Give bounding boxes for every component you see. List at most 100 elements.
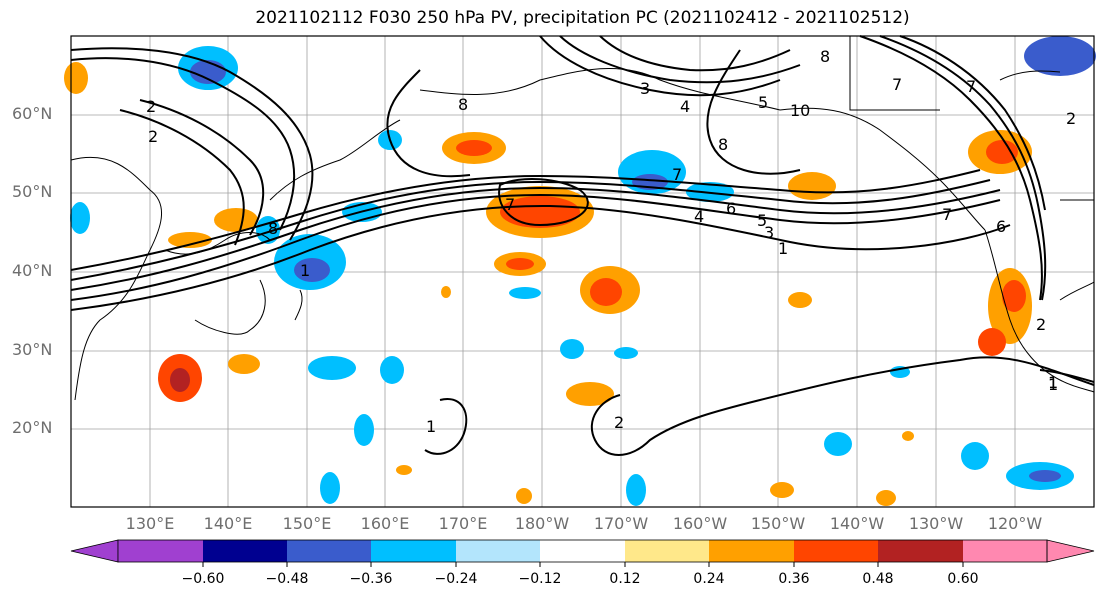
lon-label: 130°E xyxy=(125,514,175,533)
colorbar-segment xyxy=(878,540,963,562)
lat-label: 20°N xyxy=(12,418,53,437)
precip-pos-area xyxy=(902,431,914,441)
contour-label: 8 xyxy=(718,135,728,154)
colorbar-left-extension xyxy=(70,539,119,563)
lon-label: 140°E xyxy=(203,514,253,533)
precip-neg-area xyxy=(560,339,584,359)
precip-pos-area xyxy=(168,232,212,248)
precip-pos-area xyxy=(788,292,812,308)
colorbar-segment xyxy=(794,540,878,562)
precip-neg-area xyxy=(614,347,638,359)
contour-label: 7 xyxy=(505,195,515,214)
lon-label: 160°E xyxy=(360,514,410,533)
graticule xyxy=(71,36,1094,507)
colorbar-tick-label: −0.60 xyxy=(181,571,225,587)
colorbar-tick-label: 0.24 xyxy=(693,571,725,587)
contour-label: 2 xyxy=(146,97,156,116)
contour-labels: 2 2 8 8 3 4 5 10 8 7 7 7 4 6 5 3 1 1 1 2… xyxy=(146,47,1076,436)
contour-label: 1 xyxy=(1048,375,1058,394)
precip-neg-area xyxy=(380,356,404,384)
colorbar-segment xyxy=(371,540,456,562)
precip-neg-area xyxy=(320,472,340,504)
precip-pos-area xyxy=(396,465,412,475)
precip-pos-area xyxy=(770,482,794,498)
colorbar-segment xyxy=(963,540,1047,562)
precip-pos-area xyxy=(986,140,1018,164)
precip-neg-area xyxy=(308,356,356,380)
lon-label: 180°W xyxy=(514,514,570,533)
precip-pos-area xyxy=(228,354,260,374)
precip-neg-area xyxy=(190,60,226,84)
lon-label: 170°E xyxy=(438,514,488,533)
colorbar-segment xyxy=(287,540,371,562)
precip-neg-area xyxy=(256,216,280,244)
contour-label: 1 xyxy=(300,261,310,280)
lat-label: 40°N xyxy=(12,261,53,280)
colorbar-tick-label: −0.36 xyxy=(349,571,393,587)
precip-pos-area xyxy=(64,62,88,94)
precip-pos-area xyxy=(456,140,492,156)
contour-label: 1 xyxy=(778,239,788,258)
coastlines xyxy=(70,36,1095,401)
colorbar-segment xyxy=(540,540,625,562)
contour-label: 8 xyxy=(458,95,468,114)
contour-label: 2 xyxy=(1036,315,1046,334)
precip-neg-area xyxy=(1024,36,1096,76)
colorbar-segment xyxy=(625,540,709,562)
contour-label: 8 xyxy=(820,47,830,66)
contour-label: 2 xyxy=(614,413,624,432)
colorbar-segment xyxy=(456,540,540,562)
lon-label: 130°W xyxy=(908,514,964,533)
precip-pos-area xyxy=(1002,280,1026,312)
contour-label: 5 xyxy=(757,211,767,230)
colorbar-tick-label: 0.36 xyxy=(778,571,810,587)
precip-neg-area xyxy=(824,432,852,456)
figure-title: 2021102112 F030 250 hPa PV, precipitatio… xyxy=(255,8,910,28)
precip-pos-area xyxy=(788,172,836,200)
contour-label: 1 xyxy=(1048,373,1058,392)
colorbar-tick-label: −0.24 xyxy=(434,571,478,587)
contour-label: 3 xyxy=(640,79,650,98)
lat-label: 30°N xyxy=(12,340,53,359)
lat-label: 50°N xyxy=(12,182,53,201)
contour-label: 10 xyxy=(790,101,810,120)
colorbar-segment xyxy=(709,540,794,562)
precip-pos-area xyxy=(441,286,451,298)
precip-neg-area xyxy=(1029,470,1061,482)
lon-label: 160°W xyxy=(672,514,728,533)
contour-label: 7 xyxy=(942,205,952,224)
precip-neg-area xyxy=(626,474,646,506)
colorbar-tick-label: −0.48 xyxy=(265,571,309,587)
precip-pos-area xyxy=(214,208,258,232)
contour-label: 7 xyxy=(672,165,682,184)
precip-pos-area xyxy=(500,196,580,228)
map-frame xyxy=(70,35,1095,508)
contour-label: 4 xyxy=(680,97,690,116)
precip-pos-area xyxy=(170,368,190,392)
precip-neg-area xyxy=(961,442,989,470)
colorbar xyxy=(70,539,1095,567)
contour-label: 6 xyxy=(996,217,1006,236)
colorbar-tick-label: −0.12 xyxy=(518,571,562,587)
precip-pos-area xyxy=(566,382,614,406)
colorbar-segment xyxy=(118,540,203,562)
colorbar-right-extension xyxy=(1046,539,1095,563)
colorbar-tick-label: 0.48 xyxy=(862,571,894,587)
precip-neg-area xyxy=(509,287,541,299)
contour-label: 8 xyxy=(268,219,278,238)
lon-label: 150°E xyxy=(282,514,332,533)
precip-pos-area xyxy=(876,490,896,506)
precipitation-shading xyxy=(64,36,1096,506)
contour-label: 4 xyxy=(694,207,704,226)
lon-label: 120°W xyxy=(987,514,1043,533)
contour-label: 2 xyxy=(1066,109,1076,128)
precip-pos-area xyxy=(506,258,534,270)
precip-pos-area xyxy=(590,278,622,306)
contour-label: 7 xyxy=(966,77,976,96)
colorbar-tick-label: 0.12 xyxy=(609,571,641,587)
precip-neg-area xyxy=(294,258,330,282)
contour-label: 3 xyxy=(764,223,774,242)
contour-label: 6 xyxy=(726,199,736,218)
colorbar-segment xyxy=(203,540,287,562)
